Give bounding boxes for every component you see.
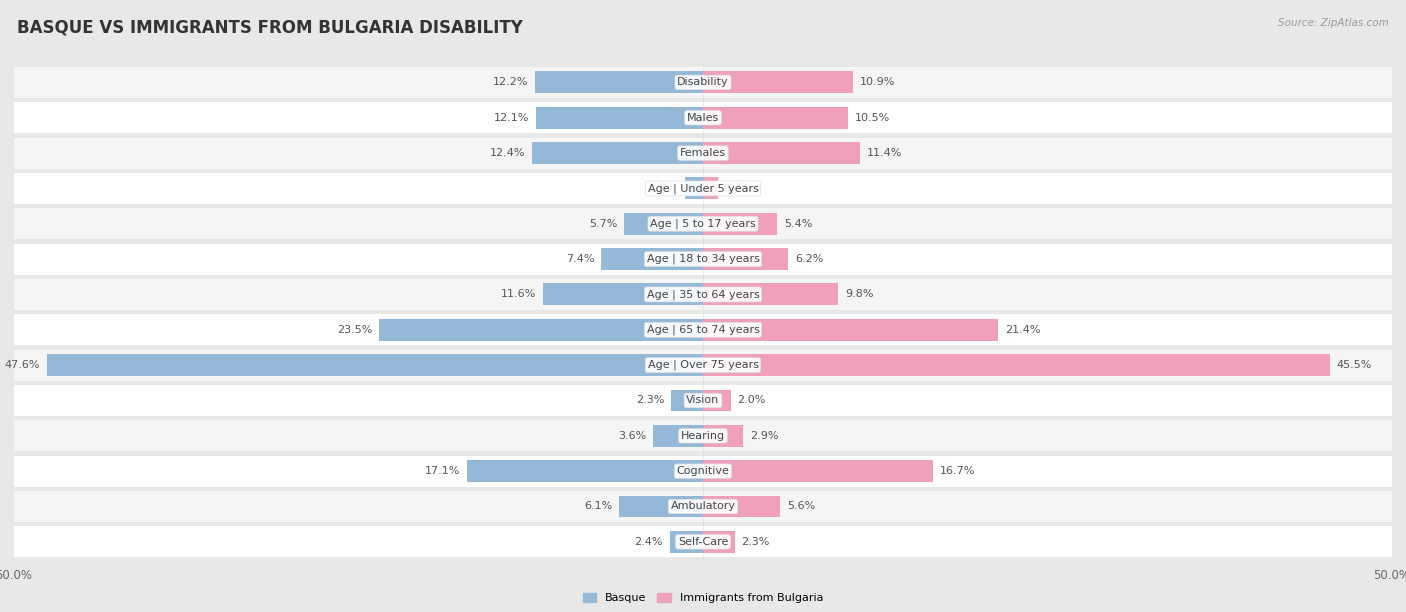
Text: 21.4%: 21.4% (1005, 325, 1040, 335)
Bar (703, 319, 998, 341)
Bar (14, 208, 1392, 239)
Text: 11.4%: 11.4% (868, 148, 903, 158)
Text: Age | 35 to 64 years: Age | 35 to 64 years (647, 289, 759, 300)
Bar (703, 213, 778, 235)
Bar (703, 142, 860, 164)
Bar (671, 389, 703, 411)
Bar (685, 177, 703, 200)
Bar (624, 213, 703, 235)
Bar (14, 314, 1392, 345)
Bar (654, 425, 703, 447)
Text: 5.6%: 5.6% (787, 501, 815, 512)
Text: 16.7%: 16.7% (941, 466, 976, 476)
Bar (14, 349, 1392, 381)
Bar (534, 72, 703, 94)
Bar (703, 177, 718, 200)
Bar (703, 106, 848, 129)
Text: 45.5%: 45.5% (1337, 360, 1372, 370)
Text: 23.5%: 23.5% (337, 325, 373, 335)
Bar (14, 67, 1392, 98)
Text: 5.7%: 5.7% (589, 218, 617, 229)
Text: Self-Care: Self-Care (678, 537, 728, 547)
Bar (703, 425, 742, 447)
Bar (543, 283, 703, 305)
Bar (14, 526, 1392, 558)
Text: 5.4%: 5.4% (785, 218, 813, 229)
Text: 12.4%: 12.4% (489, 148, 526, 158)
Text: BASQUE VS IMMIGRANTS FROM BULGARIA DISABILITY: BASQUE VS IMMIGRANTS FROM BULGARIA DISAB… (17, 18, 523, 36)
Text: 2.3%: 2.3% (741, 537, 770, 547)
Bar (703, 248, 789, 270)
Text: Ambulatory: Ambulatory (671, 501, 735, 512)
Bar (14, 491, 1392, 522)
Text: Age | 65 to 74 years: Age | 65 to 74 years (647, 324, 759, 335)
Text: 7.4%: 7.4% (565, 254, 595, 264)
Text: 11.6%: 11.6% (501, 289, 536, 299)
Text: 1.3%: 1.3% (650, 184, 678, 193)
Text: Vision: Vision (686, 395, 720, 406)
Bar (536, 106, 703, 129)
Bar (531, 142, 703, 164)
Text: Females: Females (681, 148, 725, 158)
Legend: Basque, Immigrants from Bulgaria: Basque, Immigrants from Bulgaria (578, 588, 828, 608)
Text: 2.4%: 2.4% (634, 537, 664, 547)
Text: 2.3%: 2.3% (636, 395, 665, 406)
Bar (703, 460, 934, 482)
Bar (14, 385, 1392, 416)
Bar (467, 460, 703, 482)
Text: 10.5%: 10.5% (855, 113, 890, 123)
Text: Males: Males (688, 113, 718, 123)
Text: 47.6%: 47.6% (4, 360, 41, 370)
Text: 12.2%: 12.2% (492, 77, 529, 88)
Text: 10.9%: 10.9% (860, 77, 896, 88)
Text: Disability: Disability (678, 77, 728, 88)
Text: Age | Over 75 years: Age | Over 75 years (648, 360, 758, 370)
Text: 6.1%: 6.1% (583, 501, 612, 512)
Bar (14, 279, 1392, 310)
Bar (703, 531, 735, 553)
Text: 2.9%: 2.9% (749, 431, 779, 441)
Text: 1.1%: 1.1% (725, 184, 754, 193)
Bar (703, 496, 780, 518)
Bar (600, 248, 703, 270)
Bar (703, 72, 853, 94)
Bar (703, 389, 731, 411)
Bar (48, 354, 703, 376)
Text: Age | 18 to 34 years: Age | 18 to 34 years (647, 254, 759, 264)
Text: Cognitive: Cognitive (676, 466, 730, 476)
Text: 9.8%: 9.8% (845, 289, 873, 299)
Bar (669, 531, 703, 553)
Text: 6.2%: 6.2% (796, 254, 824, 264)
Text: Age | 5 to 17 years: Age | 5 to 17 years (650, 218, 756, 229)
Bar (380, 319, 703, 341)
Bar (14, 102, 1392, 133)
Bar (703, 354, 1330, 376)
Text: Age | Under 5 years: Age | Under 5 years (648, 183, 758, 193)
Text: 17.1%: 17.1% (425, 466, 461, 476)
Text: Hearing: Hearing (681, 431, 725, 441)
Bar (619, 496, 703, 518)
Text: 2.0%: 2.0% (738, 395, 766, 406)
Bar (14, 244, 1392, 275)
Bar (14, 173, 1392, 204)
Text: Source: ZipAtlas.com: Source: ZipAtlas.com (1278, 18, 1389, 28)
Bar (703, 283, 838, 305)
Bar (14, 455, 1392, 487)
Bar (14, 138, 1392, 169)
Bar (14, 420, 1392, 452)
Text: 3.6%: 3.6% (619, 431, 647, 441)
Text: 12.1%: 12.1% (494, 113, 530, 123)
